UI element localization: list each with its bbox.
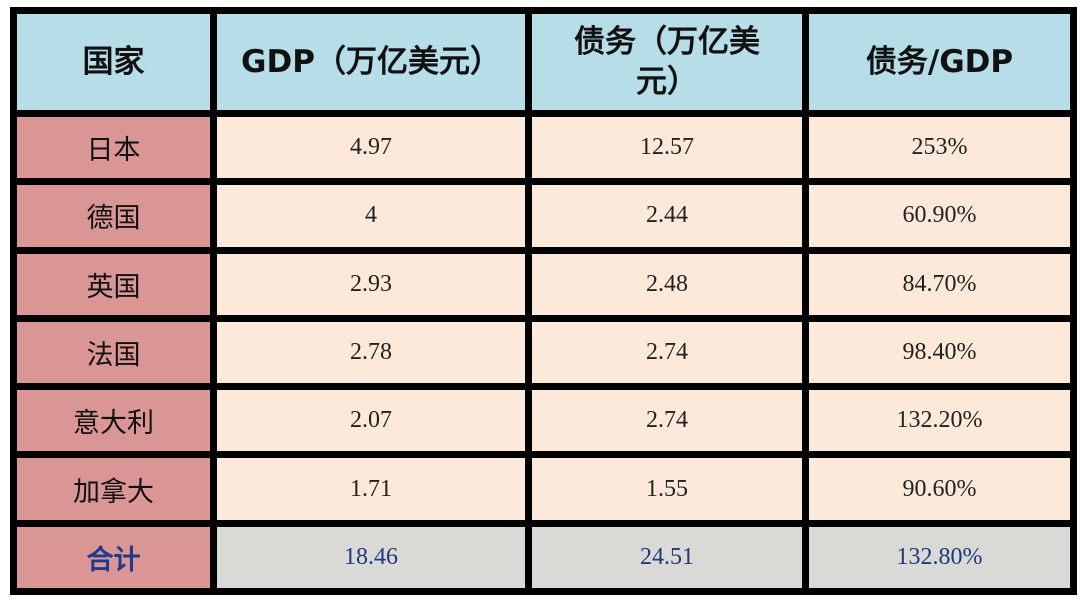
value-cell: 2.74 [532,390,802,452]
value-cell: 90.60% [809,458,1070,520]
table-body: 日本 4.97 12.57 253% 德国 4 2.44 60.90% 英国 2.93 2.48 84… [17,117,1070,588]
data-row: 英国 2.93 2.48 84.70% [17,253,1070,315]
value-cell: 4 [217,185,525,247]
header-cell: 国家 [17,14,210,110]
data-row: 德国 4 2.44 60.90% [17,185,1070,247]
data-row: 法国 2.78 2.74 98.40% [17,321,1070,384]
country-cell: 德国 [17,185,210,247]
data-row: 加拿大 1.71 1.55 90.60% [17,458,1070,520]
value-cell: 18.46 [217,526,525,588]
value-cell: 2.93 [217,253,525,315]
data-row: 日本 4.97 12.57 253% [17,117,1070,179]
value-cell: 4.97 [217,117,525,179]
value-cell: 84.70% [809,253,1070,315]
value-cell: 2.07 [217,390,525,452]
value-cell: 2.78 [217,321,525,384]
value-cell: 253% [809,117,1070,179]
country-cell: 合计 [17,526,210,588]
country-cell: 意大利 [17,390,210,452]
value-cell: 24.51 [532,526,802,588]
value-cell: 98.40% [809,321,1070,384]
value-cell: 132.80% [809,526,1070,588]
country-cell: 法国 [17,321,210,384]
header-cell: 债务/GDP [809,14,1070,110]
value-cell: 1.55 [532,458,802,520]
country-cell: 英国 [17,253,210,315]
country-cell: 日本 [17,117,210,179]
header-row: 国家 GDP（万亿美元） 债务（万亿美元） 债务/GDP [17,14,1070,110]
value-cell: 2.74 [532,321,802,384]
header-cell: 债务（万亿美元） [532,14,802,110]
value-cell: 12.57 [532,117,802,179]
value-cell: 60.90% [809,185,1070,247]
value-cell: 2.48 [532,253,802,315]
total-row: 合计 18.46 24.51 132.80% [17,526,1070,588]
header-cell: GDP（万亿美元） [217,14,525,110]
value-cell: 1.71 [217,458,525,520]
debt-table: 国家 GDP（万亿美元） 债务（万亿美元） 债务/GDP 日本 4.97 12.57 253… [10,7,1077,595]
value-cell: 2.44 [532,185,802,247]
value-cell: 132.20% [809,390,1070,452]
data-row: 意大利 2.07 2.74 132.20% [17,390,1070,452]
country-cell: 加拿大 [17,458,210,520]
